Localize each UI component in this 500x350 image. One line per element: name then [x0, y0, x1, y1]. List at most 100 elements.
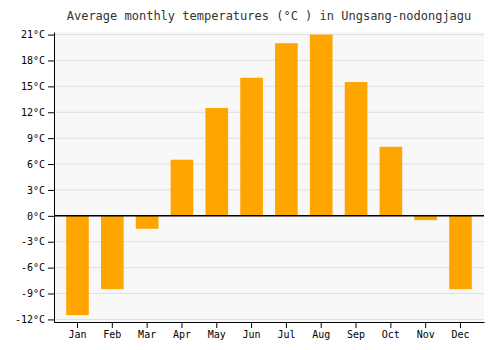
tick: -9°C [21, 288, 54, 299]
tick: 9°C [27, 133, 54, 144]
tick: Nov [417, 322, 435, 340]
tick-mark [356, 322, 357, 328]
tick-label: -6°C [21, 262, 45, 273]
grid-line [54, 319, 484, 320]
tick: 15°C [21, 81, 54, 92]
tick-label: 21°C [21, 29, 45, 40]
tick-mark [48, 242, 54, 243]
tick-label: 0°C [27, 211, 45, 222]
tick-label: 6°C [27, 159, 45, 170]
tick: Jul [277, 322, 295, 340]
tick-mark [112, 322, 113, 328]
axis-line [54, 33, 55, 323]
grid [54, 35, 484, 320]
chart-container: -12°C-9°C-6°C-3°C0°C3°C6°C9°C12°C15°C18°… [0, 0, 500, 350]
tick-mark [147, 322, 148, 328]
bar [310, 35, 333, 216]
grid-line [54, 293, 484, 294]
bar [205, 108, 228, 216]
grid-line [54, 138, 484, 139]
tick-mark [48, 268, 54, 269]
tick: Feb [103, 322, 121, 340]
tick: Aug [312, 322, 330, 340]
grid-line [54, 112, 484, 113]
tick-label: Aug [312, 329, 330, 340]
tick-label: Nov [417, 329, 435, 340]
y-axis: -12°C-9°C-6°C-3°C0°C3°C6°C9°C12°C15°C18°… [15, 29, 55, 325]
tick: Oct [382, 322, 400, 340]
tick-mark [48, 190, 54, 191]
tick: 12°C [21, 107, 54, 118]
grid-line [54, 189, 484, 190]
tick-label: Sep [347, 329, 365, 340]
tick: Jan [68, 322, 86, 340]
bar [171, 160, 194, 216]
bar [380, 147, 403, 216]
tick: 18°C [21, 55, 54, 66]
tick-mark [216, 322, 217, 328]
tick: Apr [173, 322, 191, 340]
bar [240, 78, 263, 216]
tick: 3°C [27, 185, 54, 196]
bar [136, 216, 159, 229]
bars [66, 35, 472, 316]
tick-label: 15°C [21, 81, 45, 92]
tick: -6°C [21, 262, 54, 273]
tick-mark [286, 322, 287, 328]
tick-label: Oct [382, 329, 400, 340]
tick-mark [48, 86, 54, 87]
tick: -3°C [21, 236, 54, 247]
tick-mark [48, 216, 54, 217]
tick-mark [48, 294, 54, 295]
chart-svg: -12°C-9°C-6°C-3°C0°C3°C6°C9°C12°C15°C18°… [0, 0, 500, 350]
tick-mark [77, 322, 78, 328]
tick: Mar [138, 322, 156, 340]
tick-label: 12°C [21, 107, 45, 118]
grid-line [54, 60, 484, 61]
bar [449, 216, 472, 289]
tick-mark [390, 322, 391, 328]
tick: Jun [243, 322, 261, 340]
tick-label: 3°C [27, 185, 45, 196]
tick-mark [251, 322, 252, 328]
tick-label: Dec [451, 329, 469, 340]
zero-line [54, 215, 484, 217]
tick-mark [321, 322, 322, 328]
bar [101, 216, 124, 289]
bar [345, 82, 368, 216]
tick-label: Apr [173, 329, 191, 340]
tick: Dec [451, 322, 469, 340]
tick-label: Mar [138, 329, 156, 340]
tick-label: 9°C [27, 133, 45, 144]
axis-line [55, 322, 485, 323]
tick-mark [48, 164, 54, 165]
grid-line [54, 86, 484, 87]
tick-mark [48, 35, 54, 36]
tick-mark [425, 322, 426, 328]
tick-mark [460, 322, 461, 328]
x-axis: Jan Feb Mar Apr May Jun Jul Aug Sep Oct Nov Dec [55, 322, 485, 340]
tick: Sep [347, 322, 365, 340]
tick-mark [48, 319, 54, 320]
bar [275, 43, 298, 216]
plot-background [54, 32, 484, 322]
bar [66, 216, 89, 315]
grid-line [54, 164, 484, 165]
tick: 21°C [21, 29, 54, 40]
tick-label: May [208, 329, 226, 340]
grid-line [54, 34, 484, 35]
grid-line [54, 215, 484, 216]
tick-label: Jan [68, 329, 86, 340]
title: Average monthly temperatures (°C ) in Un… [67, 9, 472, 23]
tick: 0°C [27, 211, 54, 222]
tick-label: Jun [243, 329, 261, 340]
tick-mark [181, 322, 182, 328]
tick-label: -3°C [21, 236, 45, 247]
tick-label: Feb [103, 329, 121, 340]
tick-mark [48, 112, 54, 113]
tick-mark [48, 60, 54, 61]
tick-label: 18°C [21, 55, 45, 66]
tick: 6°C [27, 159, 54, 170]
tick-label: -9°C [21, 288, 45, 299]
tick: May [208, 322, 226, 340]
